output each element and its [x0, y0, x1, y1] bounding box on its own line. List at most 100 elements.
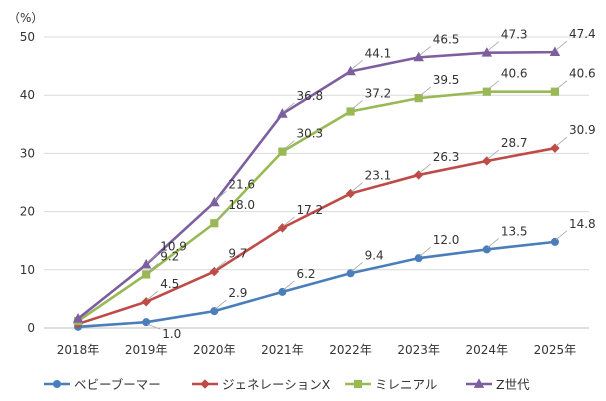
- data-label: 36.8: [296, 89, 323, 103]
- data-label: 14.8: [569, 217, 596, 231]
- label-leader-line: [146, 290, 159, 301]
- y-tick-label: 30: [20, 146, 35, 160]
- label-leader-line: [419, 163, 431, 174]
- data-point: [549, 46, 561, 57]
- data-point: [278, 147, 287, 156]
- data-point: [142, 318, 151, 327]
- label-leader-line: [351, 261, 363, 272]
- label-leader-line: [283, 280, 295, 291]
- series-group: [72, 46, 561, 331]
- data-point: [482, 87, 491, 96]
- legend-marker: [353, 379, 363, 389]
- data-point: [346, 269, 355, 278]
- data-label: 17.2: [296, 203, 323, 217]
- data-point: [414, 254, 423, 263]
- label-leader-line: [555, 230, 568, 241]
- label-leader-line: [351, 100, 363, 110]
- label-leader-line: [351, 60, 363, 70]
- series-line: [77, 90, 555, 323]
- data-point: [413, 170, 424, 180]
- label-leader-line: [419, 246, 431, 257]
- legend-marker: [53, 380, 61, 388]
- label-leader-line: [283, 216, 295, 227]
- data-label: 13.5: [501, 224, 528, 238]
- data-label: 4.5: [160, 277, 179, 291]
- data-point: [414, 94, 423, 103]
- label-leader-line: [215, 211, 227, 222]
- y-tick-label: 10: [20, 263, 35, 277]
- x-tick-label: 2020年: [193, 343, 236, 357]
- data-label: 26.3: [433, 150, 460, 164]
- label-leader-line: [487, 80, 500, 91]
- data-point: [550, 143, 560, 153]
- data-point: [277, 108, 288, 118]
- label-leader-line: [555, 40, 568, 51]
- data-label: 9.2: [160, 249, 179, 263]
- x-tick-label: 2018年: [57, 343, 100, 357]
- x-tick-label: 2019年: [125, 343, 168, 357]
- legend-label: ミレニアル: [375, 377, 437, 392]
- data-label: 46.5: [433, 32, 460, 46]
- x-tick-label: 2025年: [534, 343, 577, 357]
- data-point: [346, 107, 355, 116]
- x-tick-label: 2021年: [261, 343, 304, 357]
- data-point: [210, 307, 219, 316]
- data-point: [482, 245, 491, 254]
- label-leader-line: [487, 238, 500, 248]
- label-leader-line: [283, 140, 295, 150]
- data-point: [140, 258, 152, 269]
- legend-label: Z世代: [496, 377, 530, 392]
- y-unit-label: （%）: [8, 11, 43, 25]
- data-label: 39.5: [433, 73, 460, 87]
- data-label: 12.0: [433, 233, 460, 247]
- data-label: 47.3: [501, 28, 528, 42]
- label-leader-line: [283, 102, 295, 113]
- label-leader-line: [215, 260, 227, 270]
- data-point: [550, 87, 560, 96]
- data-label: 44.1: [365, 46, 392, 60]
- x-axis: 2018年 2019年 2020年 2021年 2022年 2023年 2024年 2025年: [57, 343, 576, 357]
- data-label: 10.9: [160, 240, 187, 254]
- data-label: 40.6: [569, 67, 596, 81]
- series-line: [77, 146, 556, 326]
- legend-label: ジェネレーションX: [222, 377, 331, 392]
- data-point: [72, 313, 84, 323]
- label-leader-line: [215, 190, 227, 201]
- label-leader-line: [487, 149, 500, 160]
- data-label: 40.6: [501, 67, 528, 81]
- legend: ベビーブーマー ジェネレーションX ミレニアル Z世代: [44, 377, 530, 392]
- data-point: [278, 287, 287, 296]
- label-leader-line: [351, 182, 363, 192]
- data-point: [142, 270, 151, 279]
- label-leader-line: [146, 263, 159, 273]
- x-tick-label: 2024年: [466, 343, 509, 357]
- data-label: 18.0: [228, 198, 255, 212]
- y-tick-label: 40: [20, 88, 35, 102]
- data-point: [550, 237, 559, 246]
- data-point: [209, 196, 220, 207]
- data-point: [277, 223, 288, 233]
- data-label: 37.2: [365, 86, 392, 100]
- y-tick-label: 50: [20, 30, 35, 44]
- data-label: 2.9: [228, 286, 247, 300]
- data-point: [413, 51, 424, 62]
- data-point: [209, 266, 220, 277]
- data-point: [210, 219, 219, 228]
- data-label: 47.4: [569, 27, 596, 41]
- legend-marker: [473, 378, 485, 388]
- label-leader-line: [555, 136, 568, 147]
- label-leader-line: [146, 253, 159, 263]
- legend-label: ベビーブーマー: [74, 377, 161, 392]
- data-point: [345, 65, 356, 76]
- data-label: 30.9: [569, 123, 596, 137]
- y-tick-label: 20: [20, 205, 35, 219]
- y-axis: 0 10 20 30 40 50 （%）: [8, 11, 43, 335]
- data-point: [481, 47, 493, 57]
- label-leader-line: [215, 299, 227, 310]
- y-tick-label: 0: [27, 321, 35, 335]
- data-label: 9.7: [228, 247, 247, 261]
- data-point: [141, 297, 151, 307]
- x-tick-label: 2022年: [329, 343, 372, 357]
- label-leader-line: [419, 46, 431, 56]
